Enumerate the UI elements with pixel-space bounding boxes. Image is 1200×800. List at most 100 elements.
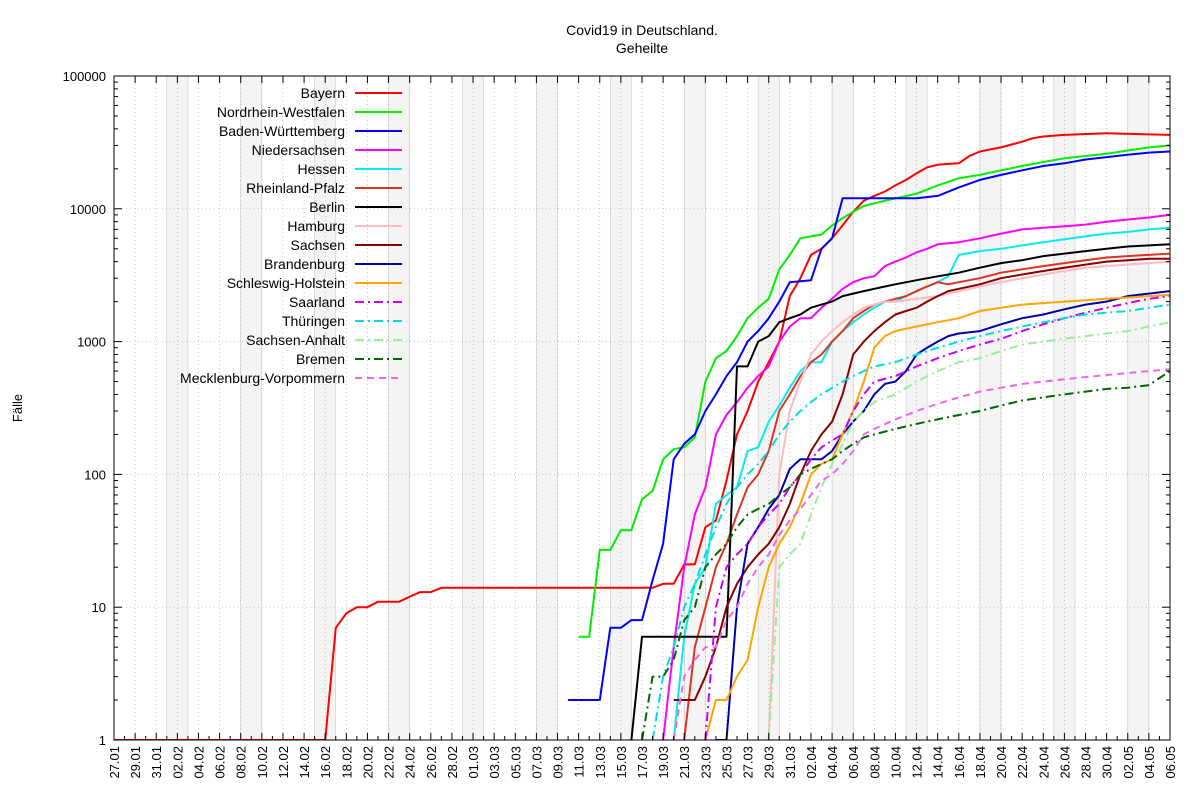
series-line — [672, 226, 1170, 740]
x-tick-label: 18.04 — [973, 746, 988, 779]
x-tick-label: 20.04 — [994, 746, 1009, 779]
series-line — [641, 370, 1170, 740]
series-line — [672, 368, 1170, 740]
grid — [113, 75, 1171, 741]
x-tick-label: 18.02 — [339, 746, 354, 779]
x-tick-label: 16.02 — [318, 746, 333, 779]
weekend-band — [388, 75, 410, 741]
weekend-band — [240, 75, 263, 741]
series-line — [630, 243, 1170, 740]
series-line — [767, 321, 1170, 740]
x-tick-label: 02.02 — [170, 746, 185, 779]
x-tick-label: 04.04 — [825, 746, 840, 779]
legend-label: Brandenburg — [264, 256, 345, 272]
x-tick-label: 14.02 — [297, 746, 312, 779]
x-tick-label: 16.04 — [952, 746, 967, 779]
x-tick-label: 03.03 — [487, 746, 502, 779]
x-tick-label: 24.02 — [403, 746, 418, 779]
legend-label: Hessen — [298, 161, 345, 177]
x-tick-label: 25.03 — [719, 746, 734, 779]
x-tick-label: 26.02 — [424, 746, 439, 779]
y-axis-label: Fälle — [10, 394, 25, 422]
x-tick-label: 31.01 — [149, 746, 164, 779]
x-tick-label: 22.04 — [1015, 746, 1030, 779]
series-line — [767, 260, 1170, 740]
x-tick-label: 06.05 — [1163, 746, 1178, 779]
weekend-band — [1127, 75, 1150, 741]
legend-label: Niedersachsen — [252, 142, 345, 158]
x-tick-label: 15.03 — [614, 746, 629, 779]
x-tick-label: 06.04 — [846, 746, 861, 779]
weekend-band — [831, 75, 854, 741]
legend-label: Hamburg — [287, 218, 345, 234]
x-tick-label: 27.01 — [107, 746, 122, 779]
x-tick-label: 14.04 — [931, 746, 946, 779]
series-line — [568, 150, 1170, 701]
legend-label: Mecklenburg-Vorpommern — [180, 370, 345, 386]
y-tick-label: 1 — [99, 733, 106, 748]
legend-label: Bremen — [296, 351, 345, 367]
chart-title: Covid19 in Deutschland. — [566, 22, 718, 38]
y-tick-label: 10000 — [70, 202, 106, 217]
x-tick-label: 04.05 — [1142, 746, 1157, 779]
x-tick-label: 31.03 — [783, 746, 798, 779]
x-tick-label: 07.03 — [529, 746, 544, 779]
legend-label: Baden-Württemberg — [219, 123, 345, 139]
weekend-band — [683, 75, 706, 741]
x-tick-label: 13.03 — [593, 746, 608, 779]
legend-label: Berlin — [309, 199, 345, 215]
x-tick-label: 06.02 — [213, 746, 228, 779]
x-tick-label: 24.04 — [1036, 746, 1051, 779]
x-tick-label: 10.02 — [255, 746, 270, 779]
x-tick-label: 04.02 — [191, 746, 206, 779]
y-tick-label: 10 — [92, 600, 106, 615]
legend-label: Rheinland-Pfalz — [246, 180, 345, 196]
x-tick-label: 12.02 — [276, 746, 291, 779]
x-tick-label: 11.03 — [572, 746, 587, 778]
y-tick-label: 1000 — [77, 335, 106, 350]
x-tick-label: 01.03 — [466, 746, 481, 779]
x-tick-label: 22.02 — [382, 746, 397, 779]
series-line — [715, 290, 1170, 740]
x-tick-label: 12.04 — [910, 746, 925, 779]
series-line — [651, 303, 1170, 740]
x-tick-label: 17.03 — [635, 746, 650, 779]
legend-label: Schleswig-Holstein — [227, 275, 345, 291]
x-tick-label: 02.05 — [1121, 746, 1136, 779]
series-line — [704, 293, 1170, 740]
legend: Bayern Nordrhein-Westfalen Baden-Württembe… — [180, 85, 402, 386]
series-line — [673, 257, 1170, 701]
x-tick-label: 27.03 — [741, 746, 756, 779]
x-tick-label: 23.03 — [698, 746, 713, 779]
y-tick-label: 100 — [84, 467, 106, 482]
series-line — [114, 132, 1170, 740]
legend-label: Sachsen-Anhalt — [246, 332, 345, 348]
x-tick-label: 29.03 — [762, 746, 777, 779]
weekend-band — [536, 75, 558, 741]
chart-subtitle: Geheilte — [616, 40, 668, 56]
series-layer — [114, 132, 1170, 740]
x-tick-label: 02.04 — [804, 746, 819, 779]
x-tick-label: 29.01 — [128, 746, 143, 779]
x-tick-label: 08.04 — [867, 746, 882, 779]
x-tick-label: 28.02 — [445, 746, 460, 779]
x-tick-label: 30.04 — [1100, 746, 1115, 779]
legend-label: Sachsen — [291, 237, 345, 253]
legend-label: Nordrhein-Westfalen — [217, 104, 345, 120]
ticks: 1 10 100 1000 10000 100000 27.01 29.01 31.01 02.0… — [63, 69, 1178, 779]
x-tick-label: 08.02 — [234, 746, 249, 779]
x-tick-label: 05.03 — [508, 746, 523, 779]
series-line — [662, 213, 1170, 740]
x-tick-label: 10.04 — [888, 746, 903, 779]
x-tick-label: 21.03 — [677, 746, 692, 779]
x-tick-label: 28.04 — [1079, 746, 1094, 779]
x-tick-label: 19.03 — [656, 746, 671, 779]
legend-label: Saarland — [289, 294, 345, 310]
x-tick-label: 26.04 — [1057, 746, 1072, 779]
x-tick-label: 09.03 — [551, 746, 566, 779]
series-line — [578, 144, 1170, 638]
x-tick-label: 20.02 — [360, 746, 375, 779]
y-tick-label: 100000 — [63, 69, 106, 84]
legend-label: Bayern — [301, 85, 345, 101]
